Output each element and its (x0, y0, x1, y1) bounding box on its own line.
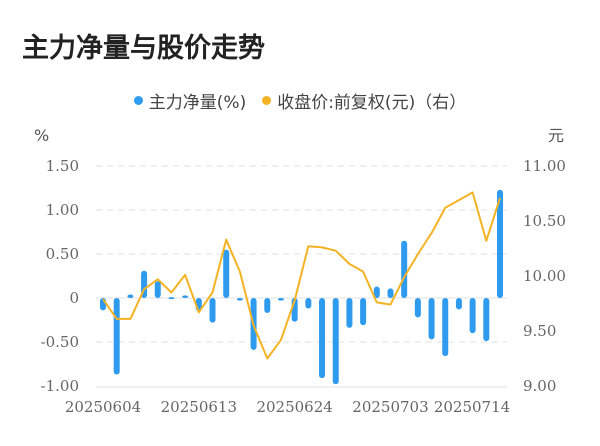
left-tick-label: 1.50 (46, 157, 79, 175)
bar[interactable] (442, 298, 449, 357)
chart-title: 主力净量与股价走势 (22, 33, 265, 64)
bar[interactable] (127, 294, 134, 298)
bar-series (100, 189, 503, 385)
bar[interactable] (346, 298, 353, 328)
right-tick-label: 11.00 (523, 157, 566, 175)
left-axis-unit: % (34, 126, 49, 145)
bar[interactable] (319, 298, 326, 379)
bar[interactable] (113, 298, 120, 375)
x-tick-label: 20250613 (161, 398, 237, 416)
right-tick-label: 10.00 (523, 267, 566, 285)
legend-dot-icon (133, 95, 143, 105)
chart-legend: 主力净量(%) 收盘价:前复权(元)（右） (0, 88, 600, 113)
left-axis: % 1.50 1.00 0.50 0 -0.50 -1.00 (34, 126, 79, 395)
bar[interactable] (428, 298, 435, 340)
bar[interactable] (497, 189, 503, 298)
left-tick-label: -1.00 (41, 377, 79, 395)
left-tick-label: 1.00 (46, 201, 79, 219)
bar[interactable] (401, 240, 408, 298)
bar[interactable] (154, 281, 161, 298)
legend-item-close-price[interactable]: 收盘价:前复权(元)（右） (262, 88, 466, 113)
left-tick-label: 0.50 (46, 245, 79, 263)
bar[interactable] (305, 298, 312, 309)
x-axis: 20250604 20250613 20250624 20250703 20250714 (65, 398, 510, 416)
right-axis: 元 11.00 10.50 10.00 9.50 9.00 (523, 126, 566, 395)
bar[interactable] (277, 298, 284, 301)
bar[interactable] (236, 298, 243, 301)
legend-label: 收盘价:前复权(元)（右） (277, 92, 467, 113)
bar[interactable] (387, 288, 394, 298)
bar[interactable] (483, 298, 490, 342)
left-tick-label: 0 (69, 289, 79, 307)
bar[interactable] (469, 298, 476, 334)
gridlines (96, 165, 507, 388)
right-tick-label: 9.50 (523, 322, 556, 340)
legend-item-net-flow[interactable]: 主力净量(%) (133, 88, 247, 113)
bar[interactable] (223, 249, 230, 298)
bar[interactable] (264, 298, 271, 313)
x-tick-label: 20250714 (434, 398, 510, 416)
legend-label: 主力净量(%) (148, 92, 247, 113)
line-series (102, 191, 501, 360)
x-tick-label: 20250703 (352, 398, 428, 416)
x-tick-label: 20250604 (65, 398, 141, 416)
right-axis-unit: 元 (548, 126, 564, 145)
right-tick-label: 9.00 (523, 377, 556, 395)
bar[interactable] (332, 298, 339, 385)
bar[interactable] (182, 295, 189, 298)
x-tick-label: 20250624 (256, 398, 332, 416)
bar[interactable] (209, 298, 216, 323)
bar[interactable] (360, 298, 367, 326)
price-line[interactable] (102, 191, 501, 360)
bar[interactable] (455, 298, 462, 310)
left-tick-label: -0.50 (41, 333, 79, 351)
bar[interactable] (414, 298, 421, 318)
bar[interactable] (168, 297, 175, 300)
right-tick-label: 10.50 (523, 212, 566, 230)
bar[interactable] (373, 286, 380, 298)
legend-dot-icon (262, 95, 272, 105)
